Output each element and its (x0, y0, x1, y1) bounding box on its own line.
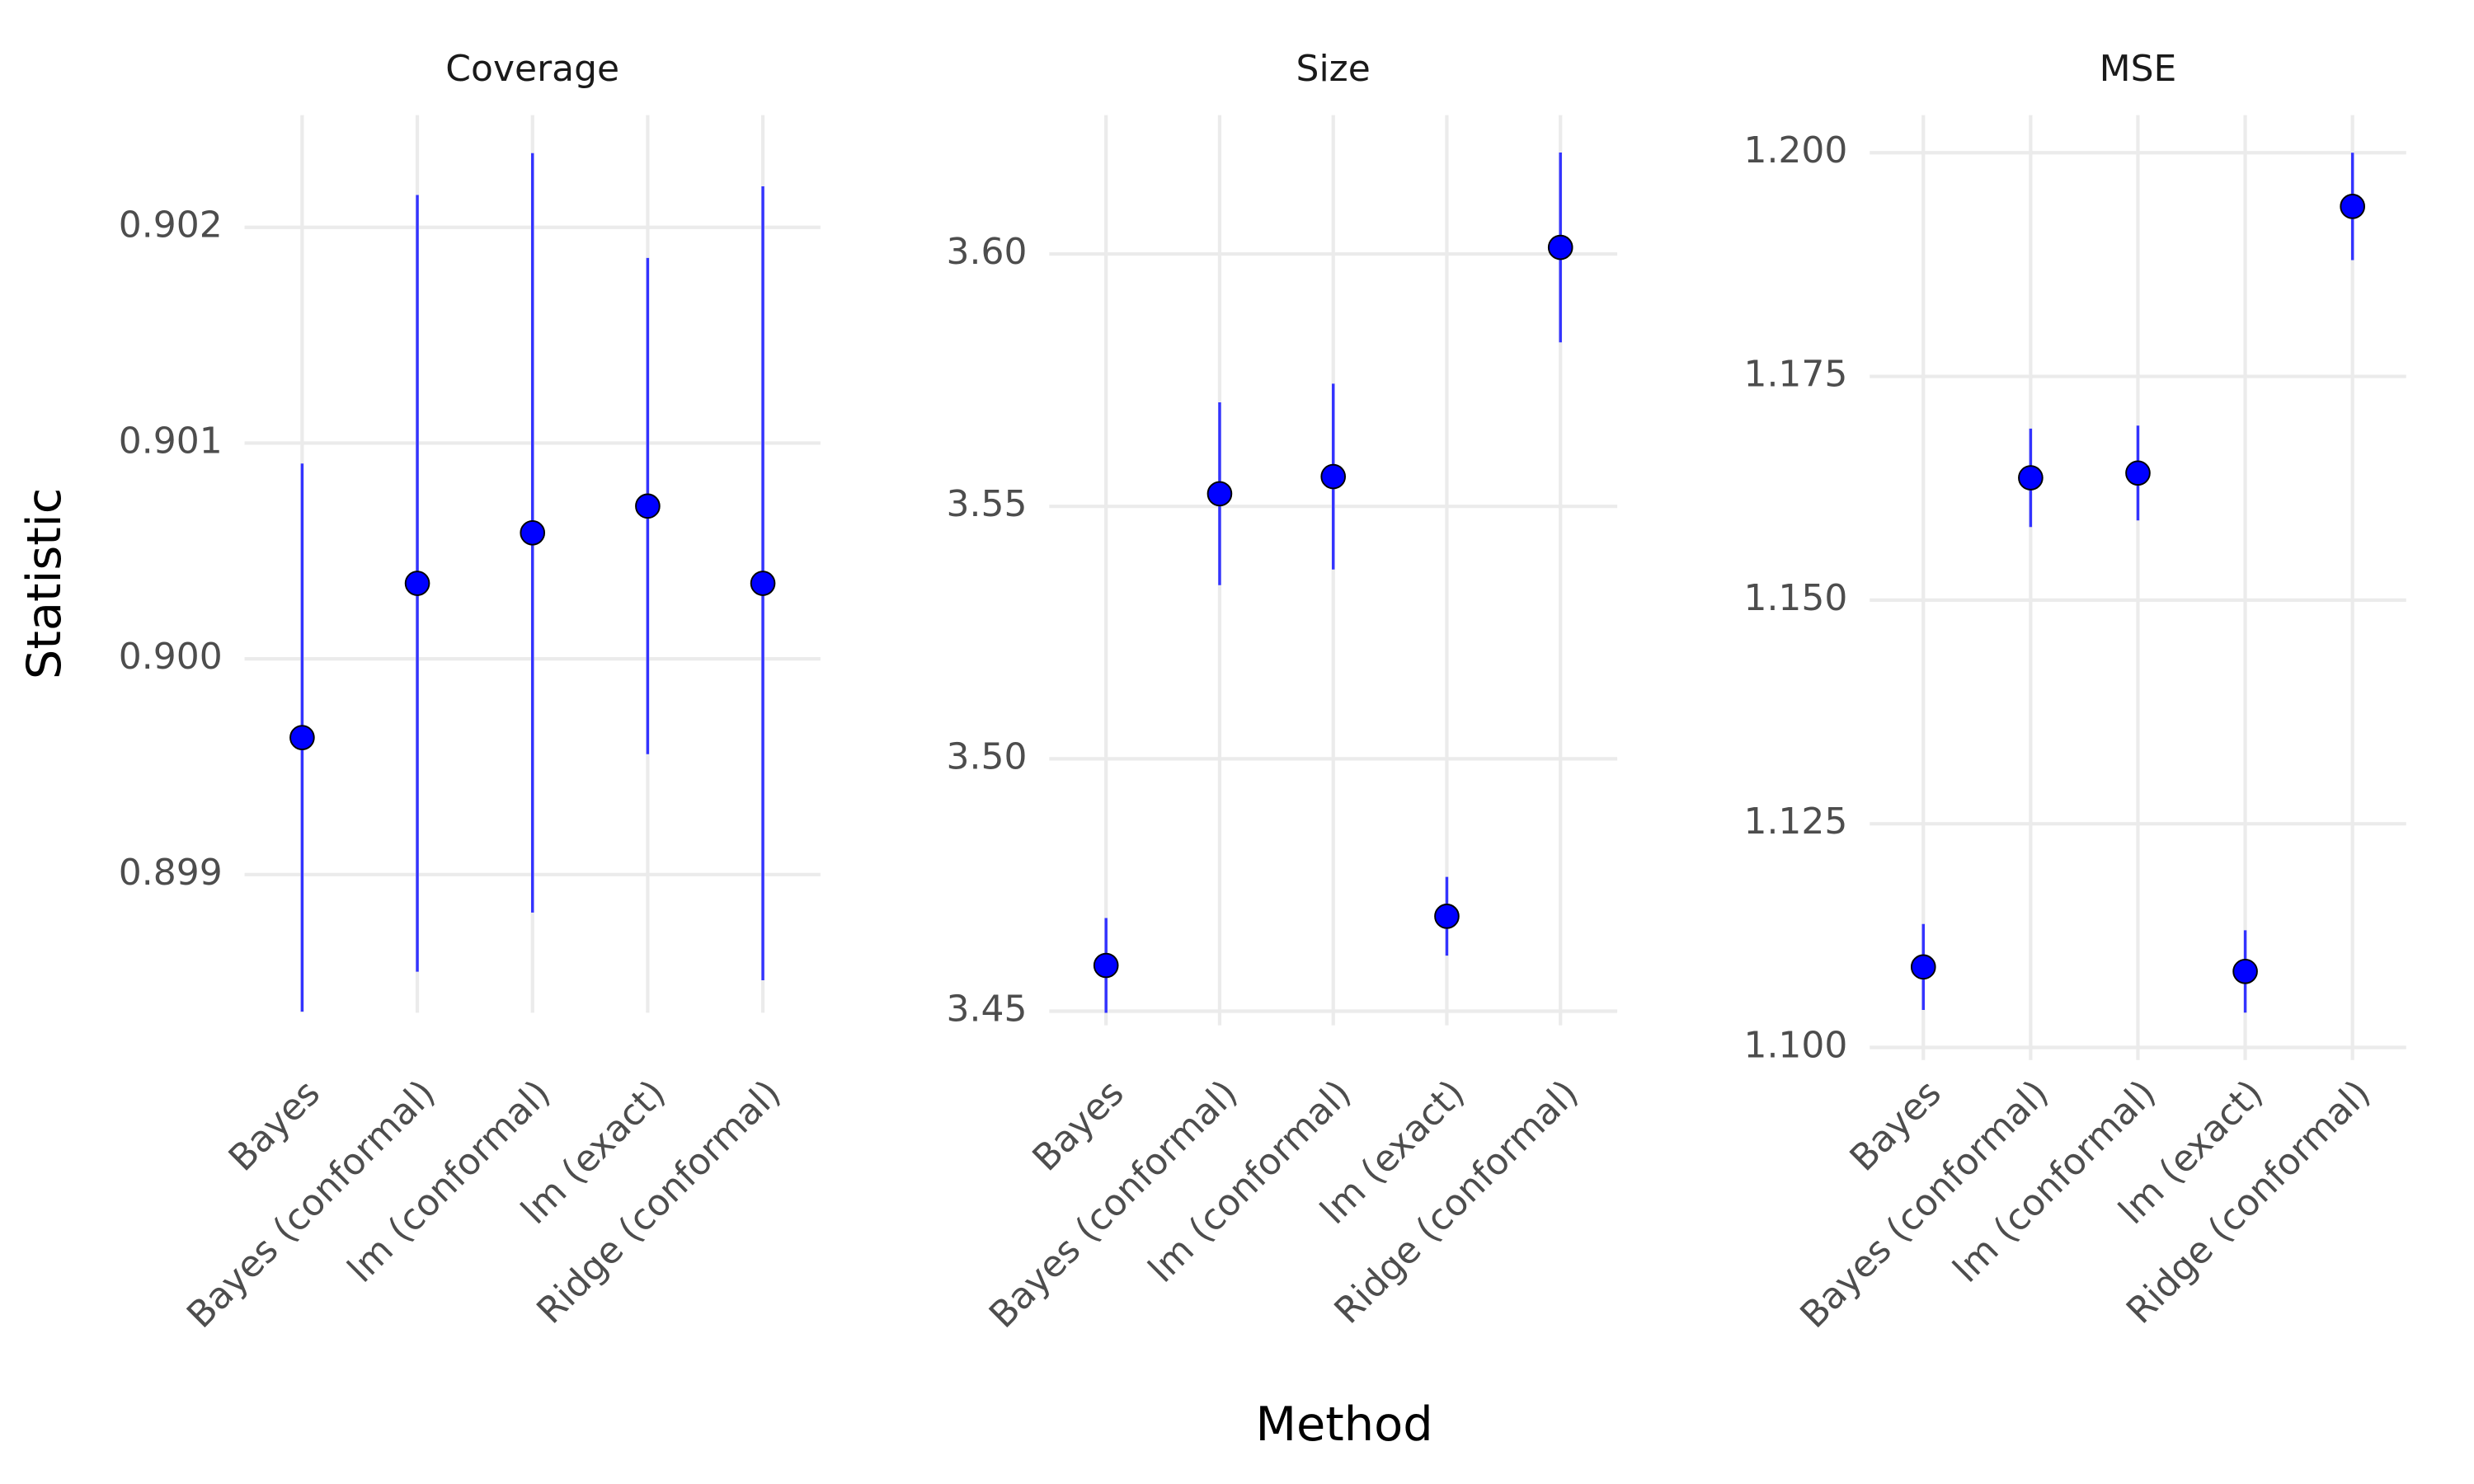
y-tick-label: 3.50 (947, 735, 1028, 777)
facet-title: Size (1296, 48, 1371, 90)
y-tick-label: 3.55 (947, 483, 1028, 525)
facet-title: MSE (2100, 48, 2177, 90)
point (404, 571, 430, 596)
y-tick-label: 1.125 (1743, 801, 1847, 843)
x-tick-label: lm (conformal) (1141, 1072, 1359, 1290)
y-tick-label: 1.175 (1743, 354, 1847, 396)
y-tick-label: 3.45 (947, 988, 1028, 1030)
point (1547, 234, 1573, 261)
x-tick-label: Bayes (1842, 1072, 1950, 1179)
point (520, 520, 546, 546)
point (2232, 958, 2258, 984)
x-axis-title: Method (1256, 1397, 1433, 1452)
y-tick-label: 1.100 (1743, 1025, 1847, 1067)
point (1910, 954, 1936, 980)
point (2340, 194, 2365, 219)
facet-title: Coverage (445, 48, 619, 90)
y-axis-title: Statistic (16, 488, 72, 679)
point (750, 571, 776, 596)
point (2018, 465, 2044, 491)
x-tick-label: lm (conformal) (340, 1072, 558, 1290)
point (635, 493, 661, 519)
y-tick-label: 0.902 (119, 204, 223, 247)
y-tick-label: 0.900 (119, 636, 223, 678)
y-tick-label: 3.60 (947, 231, 1028, 273)
x-tick-label: Bayes (221, 1072, 328, 1179)
y-tick-label: 0.899 (119, 852, 223, 894)
y-tick-label: 1.150 (1743, 577, 1847, 619)
x-tick-label: Bayes (1025, 1072, 1132, 1179)
point (289, 725, 315, 750)
y-tick-label: 0.901 (119, 420, 223, 462)
point (1206, 481, 1233, 507)
y-tick-label: 1.200 (1743, 129, 1847, 171)
point (1434, 904, 1460, 929)
point (2125, 460, 2151, 486)
point (1320, 463, 1347, 490)
point (1093, 952, 1119, 979)
